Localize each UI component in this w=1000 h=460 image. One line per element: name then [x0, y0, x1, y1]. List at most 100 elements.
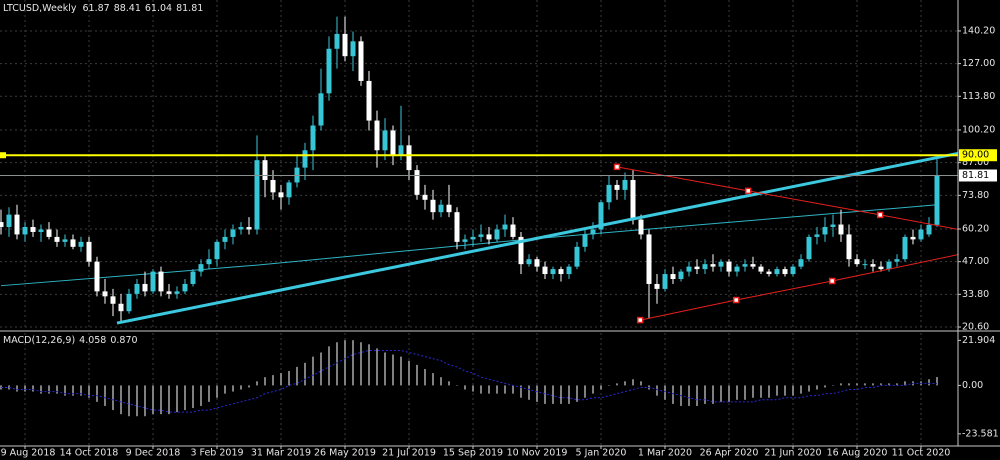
macd-readout: 4.058: [79, 335, 106, 346]
macd-bar: [272, 375, 274, 386]
candle-body: [878, 266, 884, 270]
macd-bar: [536, 385, 538, 402]
x-tick-label: 5 Jan 2020: [576, 448, 627, 459]
candle-body: [830, 224, 836, 228]
candle-body: [222, 236, 228, 242]
candle-body: [630, 179, 636, 220]
macd-bar: [424, 368, 426, 386]
macd-bar: [736, 385, 738, 400]
candle-body: [574, 246, 580, 267]
macd-bar: [256, 381, 258, 386]
horizontal-line-label: 90.00: [962, 150, 989, 161]
macd-bar: [864, 383, 866, 386]
candle-body: [918, 229, 924, 240]
candle-body: [590, 229, 596, 235]
candle-body: [718, 261, 724, 267]
macd-bar: [416, 364, 418, 386]
trendline-anchor: [744, 187, 752, 195]
horizontal-line-label-box: [959, 149, 997, 162]
candle-body: [806, 236, 812, 260]
y-tick-label: 100.20: [962, 124, 995, 135]
macd-bar: [136, 385, 138, 417]
macd-bar: [72, 385, 74, 396]
macd-bar: [8, 385, 10, 390]
macd-y-tick-label: 0.00: [962, 380, 983, 391]
candle-body: [350, 41, 356, 57]
macd-bar: [64, 385, 66, 396]
candle-body: [166, 291, 172, 294]
candle-body: [110, 296, 116, 304]
price-label-box: [959, 169, 997, 182]
low-readout: 61.04: [145, 3, 172, 14]
candle-body: [414, 170, 420, 195]
macd-bar: [288, 371, 290, 386]
candle-body: [894, 259, 900, 262]
macd-bar: [888, 383, 890, 386]
candle-body: [174, 291, 180, 294]
macd-bar: [336, 342, 338, 386]
candle-body: [518, 236, 524, 265]
candle-body: [302, 150, 308, 168]
macd-bar: [152, 385, 154, 415]
x-tick-label: 14 Oct 2018: [60, 448, 119, 459]
macd-bar: [688, 385, 690, 406]
candle-body: [286, 182, 292, 198]
y-tick-label: 20.60: [962, 322, 989, 333]
x-tick-label: 21 Jul 2019: [382, 448, 436, 459]
candle-body: [238, 227, 244, 230]
macd-bar: [936, 377, 938, 386]
candle-body: [310, 125, 316, 151]
macd-bar: [880, 383, 882, 386]
macd-bar: [304, 362, 306, 386]
macd-bar: [512, 385, 514, 394]
candle-body: [102, 291, 108, 297]
candle-body: [494, 229, 500, 240]
macd-bar: [192, 385, 194, 409]
chart-header: LTCUSD,Weekly 61.87 88.41 61.04 81.81: [3, 3, 203, 14]
macd-bar: [480, 385, 482, 394]
trendline-anchor: [732, 296, 740, 304]
x-tick-label: 16 Aug 2020: [827, 448, 888, 459]
x-tick-label: 21 Jun 2020: [764, 448, 821, 459]
macd-bar: [656, 385, 658, 396]
macd-header: MACD(12,26,9) 4.058 0.870: [3, 335, 138, 346]
macd-bar: [408, 360, 410, 386]
symbol-title: LTCUSD,Weekly: [3, 3, 77, 14]
candle-body: [334, 33, 340, 49]
candle-body: [126, 293, 132, 312]
macd-bar: [776, 385, 778, 396]
candle-body: [390, 130, 396, 156]
candle-body: [902, 236, 908, 260]
candle-body: [702, 264, 708, 270]
macd-bar: [128, 385, 130, 417]
candle-body: [862, 264, 868, 266]
candle-body: [886, 261, 892, 270]
candle-body: [14, 214, 20, 235]
macd-bar: [368, 344, 370, 386]
macd-bar: [216, 385, 218, 398]
moving-average: [0, 204, 938, 287]
candle-body: [62, 239, 68, 242]
candle-body: [30, 227, 36, 232]
macd-y-tick-label: 21.904: [962, 335, 995, 346]
macd-bar: [208, 385, 210, 402]
macd-bar: [312, 356, 314, 386]
candle-body: [774, 269, 780, 275]
candle-body: [278, 192, 284, 198]
macd-bar: [504, 385, 506, 394]
candle-body: [478, 234, 484, 237]
candle-body: [534, 259, 540, 267]
macd-bar: [88, 385, 90, 398]
candle-body: [422, 194, 428, 200]
macd-bar: [600, 385, 602, 390]
macd-bar: [584, 385, 586, 398]
trendline: [616, 166, 958, 230]
macd-bar: [56, 385, 58, 394]
candle-body: [734, 266, 740, 272]
macd-bar: [616, 383, 618, 386]
candle-body: [134, 283, 140, 294]
macd-bar: [48, 385, 50, 394]
candle-body: [398, 145, 404, 156]
x-tick-label: 26 Apr 2020: [700, 448, 759, 459]
